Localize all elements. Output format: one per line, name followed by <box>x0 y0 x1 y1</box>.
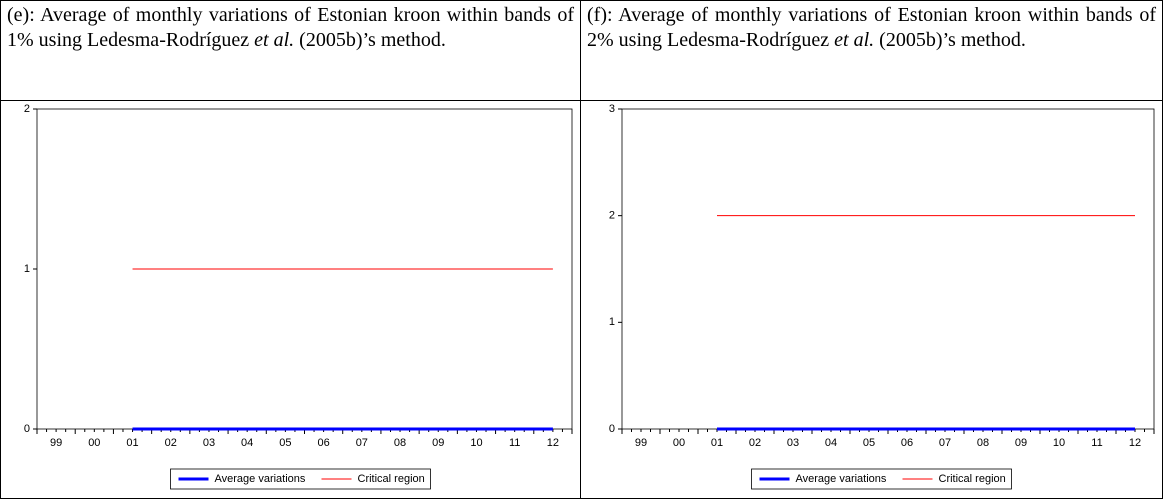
x-tick-label: 03 <box>787 437 799 449</box>
x-tick-label: 07 <box>939 437 951 449</box>
caption: (e): Average of monthly variations of Es… <box>1 1 580 101</box>
x-tick-label: 08 <box>394 437 406 449</box>
x-tick-label: 00 <box>88 437 100 449</box>
x-tick-label: 12 <box>547 437 559 449</box>
x-tick-label: 10 <box>470 437 482 449</box>
caption-text: et al. <box>254 29 295 51</box>
x-tick-label: 04 <box>241 437 253 449</box>
x-tick-label: 02 <box>165 437 177 449</box>
x-tick-label: 09 <box>432 437 444 449</box>
x-tick-label: 06 <box>317 437 329 449</box>
legend-label: Average variations <box>215 473 306 485</box>
figure-cell: (e): Average of monthly variations of Es… <box>0 0 581 499</box>
y-tick-label: 1 <box>609 316 615 328</box>
legend-label: Critical region <box>939 473 1006 485</box>
caption-text: (2005b)’s method. <box>874 29 1026 51</box>
legend-box <box>751 468 1012 490</box>
x-tick-label: 05 <box>279 437 291 449</box>
caption-text: (e): Average of monthly variations of Es… <box>7 4 574 51</box>
legend-label: Average variations <box>796 473 887 485</box>
x-tick-label: 07 <box>356 437 368 449</box>
y-tick-label: 3 <box>609 103 615 115</box>
x-tick-label: 12 <box>1129 437 1141 449</box>
x-tick-label: 08 <box>977 437 989 449</box>
y-tick-label: 0 <box>609 423 615 435</box>
x-tick-label: 01 <box>711 437 723 449</box>
x-tick-label: 04 <box>825 437 837 449</box>
caption-text: et al. <box>834 29 875 51</box>
x-tick-label: 01 <box>126 437 138 449</box>
x-tick-label: 99 <box>50 437 62 449</box>
figure-cell: (f): Average of monthly variations of Es… <box>580 0 1163 499</box>
y-tick-label: 0 <box>24 423 30 435</box>
x-tick-label: 02 <box>749 437 761 449</box>
x-tick-label: 09 <box>1015 437 1027 449</box>
y-tick-label: 2 <box>609 210 615 222</box>
caption-text: (f): Average of monthly variations of Es… <box>587 4 1156 51</box>
y-tick-label: 1 <box>24 263 30 275</box>
y-tick-label: 2 <box>24 103 30 115</box>
x-tick-label: 11 <box>1091 437 1102 449</box>
legend-label: Critical region <box>358 473 425 485</box>
caption-text: (2005b)’s method. <box>294 29 446 51</box>
x-tick-label: 00 <box>673 437 685 449</box>
caption: (f): Average of monthly variations of Es… <box>581 1 1162 101</box>
x-tick-label: 06 <box>901 437 913 449</box>
x-tick-label: 10 <box>1053 437 1065 449</box>
x-tick-label: 11 <box>509 437 520 449</box>
x-tick-label: 03 <box>203 437 215 449</box>
x-tick-label: 05 <box>863 437 875 449</box>
legend-box <box>170 468 431 490</box>
x-tick-label: 99 <box>635 437 647 449</box>
plot-frame <box>621 108 1155 430</box>
